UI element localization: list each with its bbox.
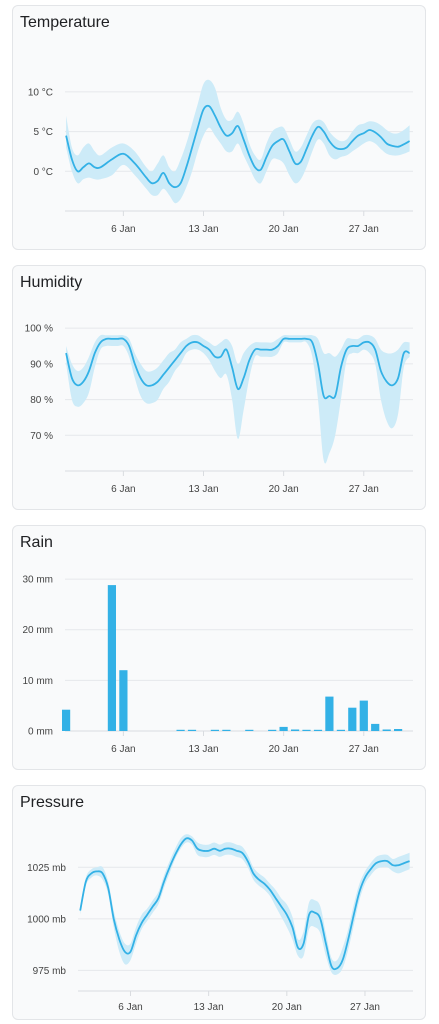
rain-bar xyxy=(394,729,403,731)
pressure-x-tick-label: 13 Jan xyxy=(194,1002,224,1013)
rain-y-tick-label: 0 mm xyxy=(28,727,53,738)
temperature-y-tick-label: 5 °C xyxy=(33,127,53,138)
rain-bar xyxy=(279,726,288,731)
humidity-chart: 100 % 90 % 80 % 70 % 6 Jan 13 Jan 20 Jan 27 Jan xyxy=(25,324,413,495)
rain-x-tick-label: 13 Jan xyxy=(188,744,218,755)
rain-y-tick-label: 30 mm xyxy=(22,575,53,586)
humidity-y-tick-label: 100 % xyxy=(25,324,53,335)
rain-bar xyxy=(371,723,380,731)
rain-chart: 30 mm 20 mm 10 mm 0 mm 6 Jan 13 Jan 20 Jan 27 J… xyxy=(22,575,413,755)
pressure-x-tick-label: 20 Jan xyxy=(272,1002,302,1013)
rain-bar xyxy=(291,729,300,731)
humidity-chart-title: Humidity xyxy=(20,274,83,291)
temperature-chart-title: Temperature xyxy=(20,14,110,31)
humidity-x-tick-label: 6 Jan xyxy=(111,484,135,495)
rain-bar xyxy=(325,696,334,731)
pressure-chart: 1025 mb 1000 mb 975 mb 6 Jan 13 Jan 20 Jan 27 … xyxy=(27,834,413,1013)
temperature-x-tick-label: 13 Jan xyxy=(188,224,218,235)
rain-bar xyxy=(187,729,197,731)
rain-bar xyxy=(107,585,116,731)
pressure-x-tick-label: 6 Jan xyxy=(118,1002,142,1013)
rain-x-tick-label: 6 Jan xyxy=(111,744,135,755)
rain-bar xyxy=(62,709,71,731)
humidity-range-band xyxy=(66,334,410,464)
rain-bar xyxy=(210,729,219,731)
temperature-range-band xyxy=(66,79,410,204)
pressure-y-tick-label: 1000 mb xyxy=(27,914,66,925)
rain-bar xyxy=(222,729,231,731)
rain-y-tick-label: 20 mm xyxy=(22,625,53,636)
rain-x-tick-label: 27 Jan xyxy=(349,744,379,755)
temperature-chart-card: Temperature 10 °C 5 °C 0 °C 6 Jan 13 Jan 20 J… xyxy=(12,5,426,250)
pressure-y-tick-label: 975 mb xyxy=(33,966,67,977)
pressure-range-band xyxy=(80,834,410,975)
humidity-chart-card: Humidity 100 % 90 % 80 % 70 % 6 Jan 13 Jan 20 … xyxy=(12,265,426,510)
humidity-x-tick-label: 20 Jan xyxy=(269,484,299,495)
pressure-chart-title: Pressure xyxy=(20,794,85,811)
rain-bar xyxy=(336,729,345,731)
rain-bar xyxy=(302,729,311,731)
rain-chart-card: Rain 30 mm 20 mm 10 mm 0 mm 6 Jan 13 Jan 20 Ja… xyxy=(12,525,426,770)
rain-bar xyxy=(348,707,357,731)
rain-y-tick-label: 10 mm xyxy=(22,676,53,687)
rain-bar xyxy=(176,729,185,731)
humidity-x-tick-label: 27 Jan xyxy=(349,484,379,495)
rain-chart-title: Rain xyxy=(20,534,53,551)
humidity-y-tick-label: 80 % xyxy=(30,395,53,406)
pressure-chart-card: Pressure 1025 mb 1000 mb 975 mb 6 Jan 13 Jan… xyxy=(12,785,426,1020)
rain-bar xyxy=(313,729,323,731)
pressure-series-line xyxy=(79,837,410,971)
rain-x-tick-label: 20 Jan xyxy=(269,744,299,755)
pressure-x-tick-label: 27 Jan xyxy=(350,1002,380,1013)
rain-bar xyxy=(359,700,368,731)
humidity-y-tick-label: 70 % xyxy=(30,431,53,442)
temperature-y-tick-label: 10 °C xyxy=(28,87,53,98)
temperature-y-tick-label: 0 °C xyxy=(33,167,53,178)
rain-bar xyxy=(382,729,391,731)
temperature-x-tick-label: 20 Jan xyxy=(269,224,299,235)
humidity-y-tick-label: 90 % xyxy=(30,359,53,370)
humidity-series-line xyxy=(65,337,410,400)
temperature-x-tick-label: 27 Jan xyxy=(349,224,379,235)
temperature-chart: 10 °C 5 °C 0 °C 6 Jan 13 Jan 20 Jan 27 Jan xyxy=(28,79,413,235)
rain-bar xyxy=(268,729,277,731)
rain-bar xyxy=(119,670,128,731)
pressure-y-tick-label: 1025 mb xyxy=(27,863,66,874)
rain-bar xyxy=(245,729,254,731)
temperature-x-tick-label: 6 Jan xyxy=(111,224,135,235)
humidity-x-tick-label: 13 Jan xyxy=(188,484,218,495)
temperature-series-line xyxy=(65,104,411,189)
